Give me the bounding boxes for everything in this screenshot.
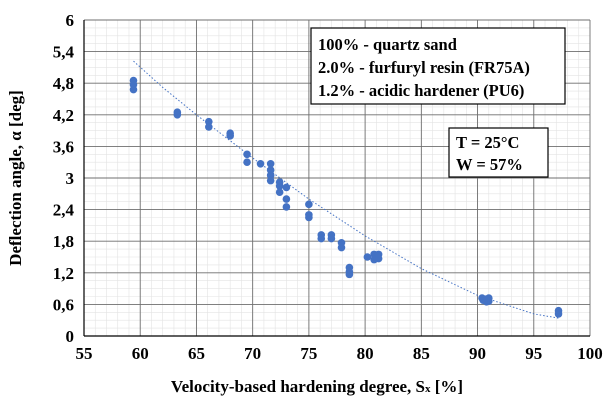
data-point xyxy=(305,200,313,209)
data-point xyxy=(374,254,383,263)
conditions-box: T = 25°C W = 57% xyxy=(448,127,549,178)
x-tick-label: 85 xyxy=(413,344,430,363)
data-point xyxy=(337,243,346,252)
x-tick-label: 80 xyxy=(357,344,374,363)
data-point xyxy=(256,159,265,168)
x-axis-title: Velocity-based hardening degree, Sx [%] xyxy=(171,377,463,396)
data-point xyxy=(305,213,313,222)
y-axis-title: Deflection angle, α [deg] xyxy=(6,90,25,266)
data-point xyxy=(173,111,182,119)
y-tick-label: 6 xyxy=(66,11,75,30)
y-tick-label: 4,2 xyxy=(53,106,74,125)
data-point xyxy=(554,310,563,318)
y-tick-label: 4,8 xyxy=(53,74,74,93)
x-tick-label: 70 xyxy=(244,344,261,363)
x-tick-label: 60 xyxy=(132,344,149,363)
x-tick-label: 90 xyxy=(469,344,486,363)
data-point xyxy=(266,171,275,180)
data-point xyxy=(485,297,493,306)
y-tick-label: 1,2 xyxy=(53,264,74,283)
x-tick-label: 95 xyxy=(525,344,542,363)
data-point xyxy=(266,166,275,174)
composition-box-frame xyxy=(310,27,566,105)
trendline-layer xyxy=(133,60,559,319)
data-point xyxy=(282,195,291,203)
data-point xyxy=(282,203,291,211)
data-point xyxy=(275,182,284,190)
data-point xyxy=(345,270,354,279)
x-tick-label: 55 xyxy=(76,344,93,363)
y-tick-label: 3 xyxy=(66,169,75,188)
conditions-box-frame xyxy=(448,127,549,178)
y-tick-label: 0 xyxy=(66,327,75,346)
data-points xyxy=(129,76,563,318)
data-point xyxy=(275,188,284,197)
data-point xyxy=(129,85,138,94)
y-tick-label: 2,4 xyxy=(53,201,75,220)
x-tick-labels: 55 60 65 70 75 80 85 90 95 100 xyxy=(76,344,603,363)
data-point xyxy=(226,132,234,140)
data-point xyxy=(243,150,251,159)
data-point xyxy=(317,234,326,243)
composition-box: 100% - quartz sand 2.0% - furfuryl resin… xyxy=(310,27,566,105)
data-point xyxy=(266,159,275,168)
moisture-label: W = 57% xyxy=(456,155,523,174)
data-point xyxy=(205,123,213,131)
y-tick-labels: 0 0,6 1,2 1,8 2,4 3 3,6 4,2 4,8 5,4 6 xyxy=(53,11,75,346)
composition-line-3: 1.2% - acidic hardener (PU6) xyxy=(318,81,524,100)
trendline xyxy=(133,60,559,319)
composition-line-2: 2.0% - furfuryl resin (FR75A) xyxy=(318,58,530,77)
x-tick-label: 100 xyxy=(577,344,603,363)
temperature-label: T = 25°C xyxy=(456,133,519,152)
data-point xyxy=(205,117,213,126)
data-point xyxy=(243,158,251,166)
y-tick-label: 3,6 xyxy=(53,137,74,156)
y-tick-label: 1,8 xyxy=(53,232,74,251)
data-point xyxy=(327,234,336,243)
data-point xyxy=(282,183,291,192)
composition-line-1: 100% - quartz sand xyxy=(318,35,457,54)
x-tick-label: 65 xyxy=(188,344,205,363)
data-point xyxy=(266,176,275,185)
x-tick-label: 75 xyxy=(300,344,317,363)
y-tick-label: 0,6 xyxy=(53,295,74,314)
data-point xyxy=(363,253,372,261)
y-tick-label: 5,4 xyxy=(53,43,75,62)
